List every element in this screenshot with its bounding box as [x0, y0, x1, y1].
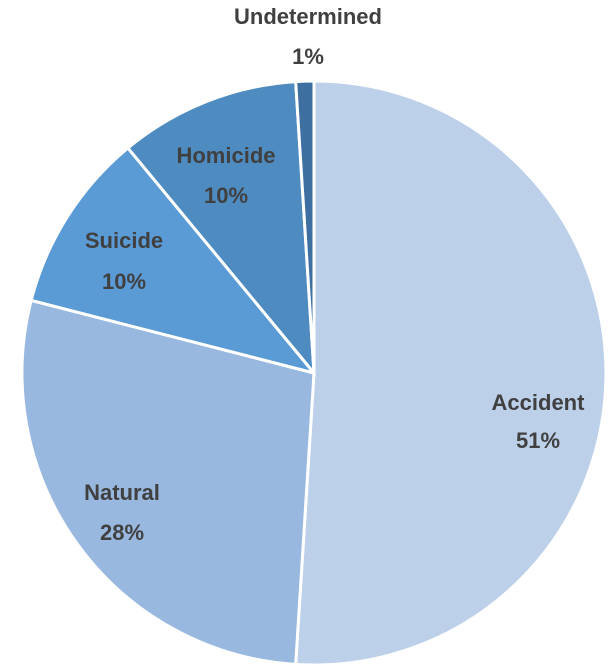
pie-slices: [20, 79, 608, 665]
pie-slice-suicide: [29, 146, 316, 375]
pie-labels: Accident 51% Natural 28% Suicide 10% Homicide 1…: [84, 4, 585, 545]
pie-slice-homicide: [126, 80, 316, 375]
pie-slice-natural: [20, 298, 316, 665]
slice-label-accident: Accident: [492, 390, 586, 415]
slice-label-undetermined: Undetermined: [234, 4, 382, 29]
slice-value-suicide: 10%: [102, 269, 146, 294]
slice-label-homicide: Homicide: [176, 143, 275, 168]
pie-slice-undetermined: [294, 79, 316, 375]
slice-value-homicide: 10%: [204, 183, 248, 208]
slice-label-natural: Natural: [84, 480, 160, 505]
pie-slice-accident: [294, 79, 608, 665]
slice-value-undetermined: 1%: [292, 44, 324, 69]
slice-label-suicide: Suicide: [85, 228, 163, 253]
slice-value-accident: 51%: [516, 428, 560, 453]
slice-value-natural: 28%: [100, 520, 144, 545]
